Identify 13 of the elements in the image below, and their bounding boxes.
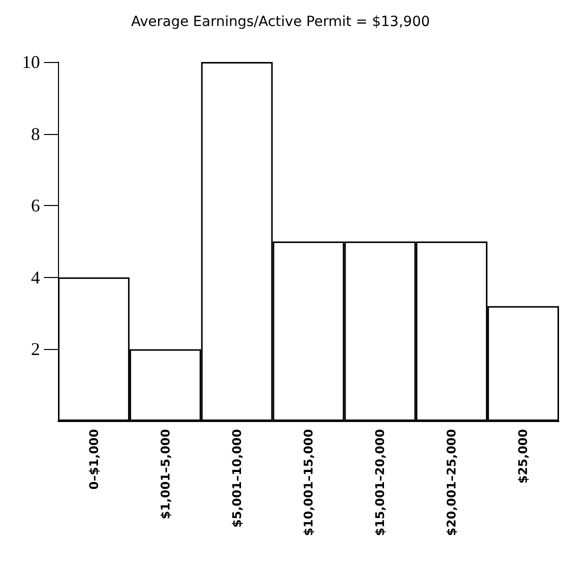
chart-title: Average Earnings/Active Permit = $13,900 bbox=[131, 14, 430, 30]
x-tick-label: $5,001–10,000 bbox=[230, 429, 244, 528]
y-tick-label: 4 bbox=[31, 267, 40, 288]
x-tick-label: 0–$1,000 bbox=[86, 429, 101, 490]
y-tick-label: 2 bbox=[31, 339, 40, 360]
x-tick-label: $20,001–25,000 bbox=[444, 429, 459, 536]
x-tick-label: $25,000 bbox=[516, 429, 530, 484]
y-tick-label: 8 bbox=[31, 124, 40, 144]
y-tick-label: 6 bbox=[31, 196, 40, 216]
x-tick-label: $10,001–15,000 bbox=[302, 429, 316, 536]
y-tick-label: 10 bbox=[22, 52, 40, 72]
x-tick-label: $15,001–20,000 bbox=[373, 429, 388, 536]
x-tick-label: $1,001–5,000 bbox=[158, 429, 172, 520]
